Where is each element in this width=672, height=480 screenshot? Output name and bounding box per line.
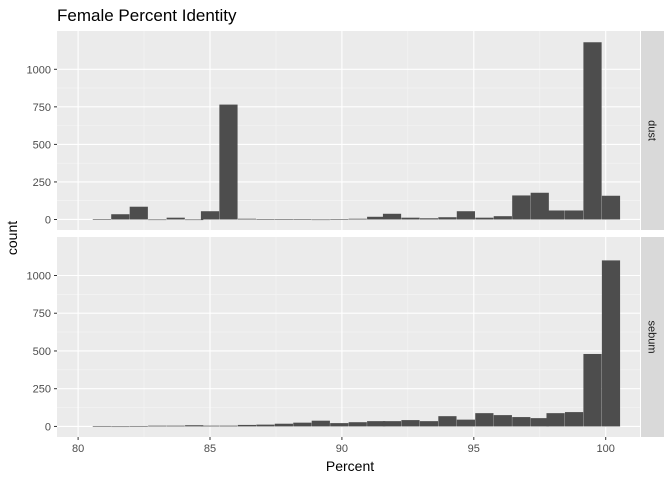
y-tick-label: 0 [45, 421, 51, 433]
histogram-bar [185, 425, 204, 427]
histogram-bar [92, 219, 111, 220]
facet-panel-sebum: 0 250 500 750 1000 sebum [27, 237, 664, 437]
histogram-bar [456, 419, 475, 427]
histogram-bar [219, 425, 238, 427]
histogram-bar [330, 219, 349, 220]
histogram-bar [148, 219, 167, 221]
histogram-bar [564, 210, 584, 220]
histogram-bar [546, 413, 565, 427]
histogram-bar [475, 413, 494, 427]
y-tick-label: 1000 [27, 270, 51, 282]
histogram-bar [111, 426, 130, 428]
histogram-bar [200, 211, 220, 220]
histogram-bar [274, 423, 293, 427]
x-axis-ticks: 80 85 90 95 100 [72, 437, 615, 455]
histogram-bar [367, 421, 386, 427]
histogram-bar [348, 218, 367, 220]
histogram-bar [274, 219, 293, 220]
histogram-bar [401, 420, 420, 427]
facet-panels: 0 250 500 750 1000 dust 0 250 500 750 1000 sebum [27, 31, 664, 437]
histogram-bar [583, 353, 602, 427]
histogram-bar [419, 218, 439, 220]
y-tick-label: 1000 [27, 64, 51, 76]
histogram-bar [237, 424, 257, 427]
y-tick-label: 750 [33, 102, 51, 114]
y-tick-label: 250 [33, 384, 51, 396]
histogram-bar [530, 192, 549, 220]
histogram-bar [583, 42, 602, 220]
histogram-bar [367, 216, 386, 220]
x-tick-label: 95 [468, 443, 480, 455]
panel-background [57, 31, 640, 230]
histogram-bar [148, 425, 167, 427]
chart-title: Female Percent Identity [57, 6, 237, 25]
x-tick-label: 100 [597, 443, 615, 455]
histogram-bar [493, 216, 512, 220]
y-tick-label: 750 [33, 308, 51, 320]
histogram-bar [129, 425, 148, 427]
histogram-bar [166, 425, 185, 427]
histogram-bar [401, 217, 420, 220]
x-axis-title: Percent [326, 458, 374, 474]
histogram-bar [564, 412, 584, 427]
facet-strip [641, 31, 664, 230]
histogram-bar [530, 418, 549, 427]
histogram-bar [256, 424, 275, 427]
histogram-bar [601, 195, 621, 220]
facet-strip-label: sebum [646, 320, 658, 353]
histogram-bar [237, 218, 257, 220]
histogram-bar [311, 420, 330, 427]
histogram-bar [512, 195, 531, 220]
panel-background [57, 237, 640, 437]
y-axis-title: count [4, 221, 20, 255]
y-tick-label: 250 [33, 177, 51, 189]
facet-panel-dust: 0 250 500 750 1000 dust [27, 31, 664, 230]
histogram-bar [92, 425, 111, 427]
histogram-bar [330, 423, 349, 427]
y-tick-label: 500 [33, 346, 51, 358]
histogram-bar [438, 217, 457, 220]
facet-strip-label: dust [646, 120, 658, 141]
histogram-bar [546, 210, 565, 220]
histogram-bar [419, 421, 439, 427]
histogram-bar [293, 422, 312, 427]
histogram-bar [493, 415, 512, 427]
histogram-bar [382, 213, 402, 220]
y-tick-label: 0 [45, 214, 51, 226]
histogram-bar [475, 217, 494, 220]
histogram-bar [311, 219, 330, 221]
histogram-bar [438, 416, 457, 427]
x-tick-label: 80 [72, 443, 84, 455]
x-tick-label: 85 [204, 443, 216, 455]
histogram-bar [348, 422, 367, 427]
histogram-bar [382, 421, 402, 427]
histogram-bar [601, 260, 621, 427]
histogram-bar [200, 425, 220, 427]
histogram-bar [166, 217, 185, 220]
histogram-bar [456, 211, 475, 220]
histogram-bar [293, 219, 312, 220]
x-tick-label: 90 [336, 443, 348, 455]
histogram-bar [129, 206, 148, 220]
y-tick-label: 500 [33, 139, 51, 151]
histogram-bar [256, 219, 275, 220]
histogram-bar [185, 219, 204, 221]
facet-strip [641, 237, 664, 437]
histogram-bar [111, 214, 130, 220]
histogram-bar [219, 104, 238, 220]
histogram-bar [512, 417, 531, 427]
